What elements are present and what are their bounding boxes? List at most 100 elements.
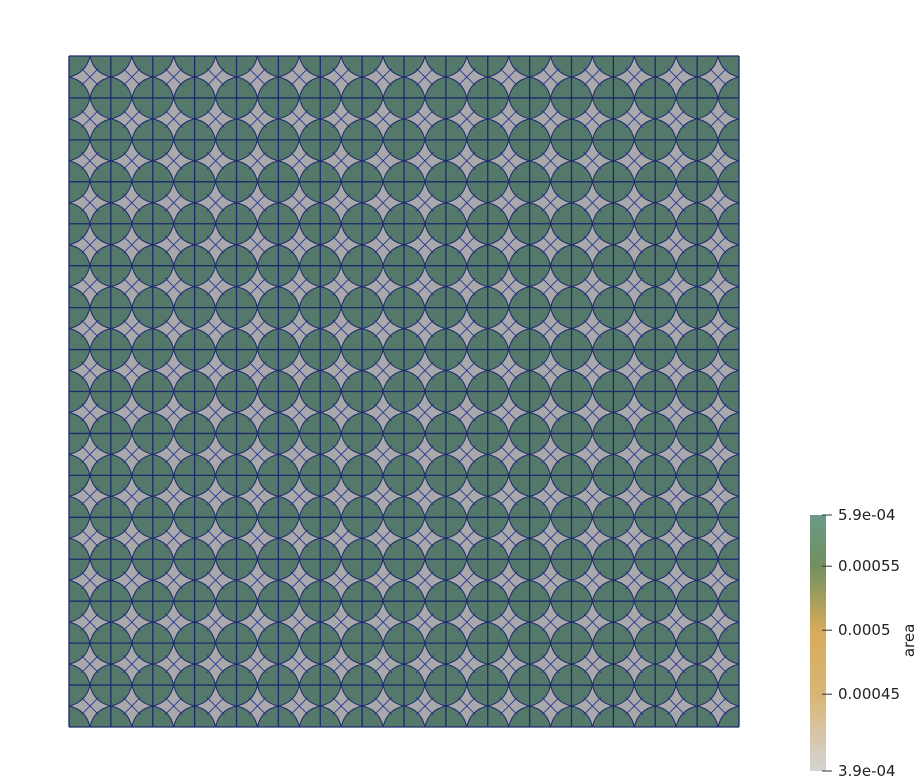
mesh-cell-diagonals [206, 654, 225, 674]
mesh-cell-diagonals [499, 361, 518, 380]
mesh-cell-diagonals [625, 319, 644, 338]
mesh-cell-diagonals [290, 361, 309, 380]
mesh-cell-diagonals [625, 235, 644, 254]
mesh-cell-diagonals [290, 445, 309, 464]
mesh-cell-diagonals [708, 529, 728, 548]
mesh-cell-diagonals [206, 193, 225, 212]
mesh-cell-diagonals [625, 361, 644, 380]
mesh-cell-diagonals [122, 361, 141, 380]
mesh-cell-diagonals [415, 235, 435, 254]
mesh-cell-diagonals [583, 109, 602, 129]
mesh-cell-diagonals [206, 445, 225, 464]
mesh-cell-diagonals [80, 445, 100, 464]
mesh-cell-diagonals [541, 319, 560, 338]
mesh-cell-diagonals [415, 361, 435, 380]
mesh-cell-diagonals [457, 151, 476, 170]
mesh-cell-diagonals [206, 487, 225, 506]
mesh-cell-diagonals [583, 277, 602, 296]
mesh-cell-diagonals [457, 277, 476, 296]
mesh-cell-diagonals [499, 487, 518, 506]
mesh-cell-diagonals [625, 571, 644, 590]
mesh-cell-diagonals [248, 151, 267, 170]
mesh-cell-diagonals [248, 361, 267, 380]
mesh-cell-diagonals [708, 361, 728, 380]
mesh-cell-diagonals [122, 487, 141, 506]
mesh-cell-diagonals [332, 445, 351, 464]
mesh-cell-diagonals [667, 571, 686, 590]
mesh-cell-diagonals [122, 67, 141, 87]
mesh-cell-diagonals [583, 696, 602, 716]
mesh-cell-diagonals [248, 403, 267, 422]
mesh-cell-diagonals [625, 613, 644, 632]
mesh-cell-diagonals [583, 445, 602, 464]
mesh-cell-diagonals [541, 403, 560, 422]
mesh-cell-diagonals [457, 67, 476, 87]
mesh-cell-diagonals [206, 696, 225, 716]
mesh-cell-diagonals [667, 487, 686, 506]
mesh-cell-diagonals [248, 67, 267, 87]
mesh-cell-diagonals [625, 529, 644, 548]
mesh-cell-diagonals [164, 109, 183, 129]
mesh-cell-diagonals [625, 109, 644, 129]
mesh-cell-diagonals [499, 403, 518, 422]
mesh-cell-diagonals [415, 529, 435, 548]
mesh-cell-diagonals [290, 109, 309, 129]
mesh-cell-diagonals [206, 613, 225, 632]
mesh-cell-diagonals [583, 319, 602, 338]
mesh-cell-diagonals [164, 445, 183, 464]
mesh-cell-diagonals [373, 319, 393, 338]
colorbar-ticks: 5.9e-04 0.00055 0.0005 0.00045 3.9e-04 [822, 506, 900, 780]
mesh-cell-diagonals [499, 109, 518, 129]
mesh-cell-diagonals [290, 67, 309, 87]
mesh-cell-diagonals [332, 361, 351, 380]
mesh-cell-diagonals [373, 109, 393, 129]
mesh-cell-diagonals [206, 319, 225, 338]
mesh-cell-diagonals [248, 487, 267, 506]
mesh-cell-diagonals [206, 235, 225, 254]
mesh-cell-diagonals [541, 529, 560, 548]
mesh-cell-diagonals [583, 235, 602, 254]
mesh-cell-diagonals [164, 487, 183, 506]
mesh-cell-diagonals [499, 613, 518, 632]
mesh-cell-diagonals [583, 403, 602, 422]
mesh-cell-diagonals [457, 109, 476, 129]
mesh-cell-diagonals [290, 193, 309, 212]
mesh-cell-diagonals [122, 696, 141, 716]
mesh-cell-diagonals [415, 109, 435, 129]
mesh-cell-diagonals [206, 109, 225, 129]
mesh-cell-diagonals [122, 151, 141, 170]
mesh-cell-diagonals [625, 277, 644, 296]
mesh-cell-diagonals [332, 403, 351, 422]
mesh-cell-diagonals [457, 445, 476, 464]
mesh-cell-diagonals [373, 445, 393, 464]
mesh-cell-diagonals [248, 277, 267, 296]
mesh-cell-diagonals [80, 696, 100, 716]
mesh-cell-diagonals [457, 654, 476, 674]
mesh-cell-diagonals [667, 277, 686, 296]
mesh-cell-diagonals [80, 571, 100, 590]
mesh-cell-diagonals [708, 151, 728, 170]
mesh-cell-diagonals [248, 445, 267, 464]
mesh-cell-diagonals [415, 571, 435, 590]
mesh-cell-diagonals [457, 696, 476, 716]
mesh-cell-diagonals [373, 193, 393, 212]
mesh-cell-diagonals [541, 696, 560, 716]
mesh-cell-diagonals [708, 109, 728, 129]
mesh-cell-diagonals [164, 403, 183, 422]
mesh-cell-diagonals [373, 277, 393, 296]
mesh-cell-diagonals [80, 277, 100, 296]
mesh-cell-diagonals [499, 319, 518, 338]
mesh-cell-diagonals [164, 235, 183, 254]
mesh-cell-diagonals [667, 151, 686, 170]
mesh-cell-diagonals [457, 235, 476, 254]
mesh-cell-diagonals [499, 277, 518, 296]
mesh-cell-diagonals [248, 109, 267, 129]
mesh-cell-diagonals [332, 571, 351, 590]
mesh-cell-diagonals [373, 361, 393, 380]
colorbar-tick-label: 0.00055 [838, 557, 900, 575]
mesh-cell-diagonals [541, 151, 560, 170]
mesh-cell-diagonals [80, 67, 100, 87]
mesh-cell-diagonals [583, 487, 602, 506]
mesh-cell-diagonals [164, 654, 183, 674]
